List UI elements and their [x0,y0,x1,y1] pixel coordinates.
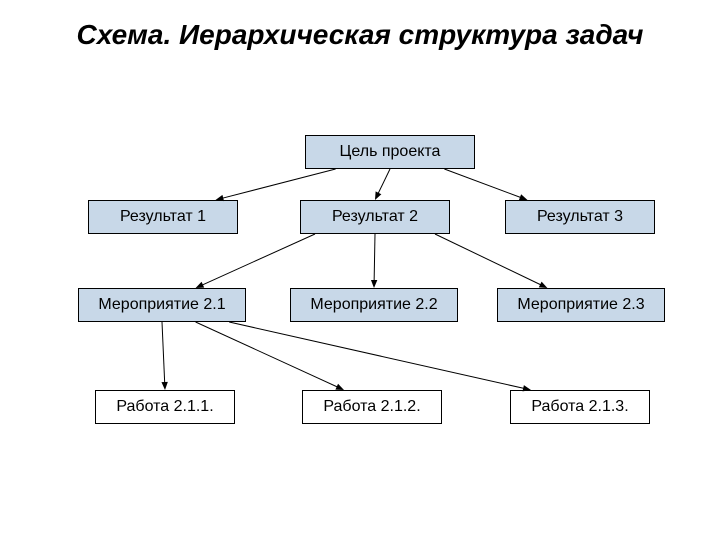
node-label: Результат 2 [332,208,418,226]
node-act23: Мероприятие 2.3 [497,288,665,322]
node-res2: Результат 2 [300,200,450,234]
node-act22: Мероприятие 2.2 [290,288,458,322]
node-label: Мероприятие 2.1 [98,296,225,314]
node-label: Работа 2.1.3. [531,398,628,416]
node-work212: Работа 2.1.2. [302,390,442,424]
node-label: Результат 1 [120,208,206,226]
node-work213: Работа 2.1.3. [510,390,650,424]
slide-title: Схема. Иерархическая структура задач [40,18,680,52]
node-label: Результат 3 [537,208,623,226]
node-res3: Результат 3 [505,200,655,234]
node-goal: Цель проекта [305,135,475,169]
node-label: Мероприятие 2.2 [310,296,437,314]
node-label: Работа 2.1.2. [323,398,420,416]
node-res1: Результат 1 [88,200,238,234]
node-label: Цель проекта [340,143,441,161]
node-work211: Работа 2.1.1. [95,390,235,424]
node-act21: Мероприятие 2.1 [78,288,246,322]
edges-layer [0,0,720,540]
slide: Схема. Иерархическая структура задач Цел… [0,0,720,540]
node-label: Работа 2.1.1. [116,398,213,416]
node-label: Мероприятие 2.3 [517,296,644,314]
